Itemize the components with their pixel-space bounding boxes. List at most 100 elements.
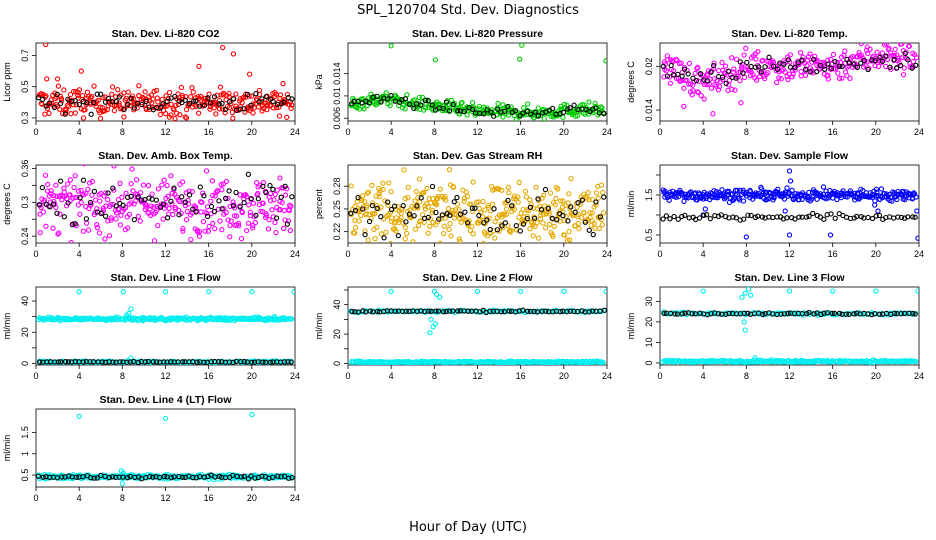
- data-point: [913, 194, 919, 200]
- data-point: [666, 197, 672, 203]
- data-point: [196, 228, 203, 235]
- y-tick-label: 0.28: [332, 177, 342, 195]
- data-point: [94, 475, 100, 481]
- data-point: [85, 227, 92, 233]
- data-point: [589, 210, 595, 216]
- data-point: [285, 218, 292, 224]
- y-tick-label: 10: [644, 337, 654, 347]
- data-point: [877, 54, 883, 60]
- data-point: [436, 216, 442, 222]
- data-point: [143, 202, 149, 208]
- data-point: [288, 105, 294, 111]
- data-point: [891, 57, 897, 63]
- y-tick-label: 0.5: [20, 80, 30, 93]
- data-point: [560, 213, 566, 219]
- data-point: [531, 308, 537, 315]
- data-point: [538, 207, 545, 213]
- data-point: [189, 189, 195, 195]
- data-point: [208, 203, 215, 210]
- data-point: [196, 233, 203, 240]
- data-point: [273, 215, 280, 221]
- data-point: [272, 191, 278, 198]
- data-point: [179, 179, 186, 185]
- x-tick-label: 16: [516, 249, 526, 259]
- data-point: [446, 108, 453, 114]
- data-point: [253, 212, 259, 219]
- data-point: [349, 308, 355, 314]
- outlier-point: [741, 319, 747, 325]
- data-point: [246, 202, 252, 208]
- data-point: [427, 223, 433, 230]
- data-point: [76, 101, 82, 108]
- outlier-point: [432, 321, 439, 327]
- data-point: [678, 60, 684, 66]
- data-point: [741, 216, 747, 222]
- data-point: [59, 193, 66, 199]
- data-point: [164, 215, 171, 221]
- y-tick-label: 0.25: [332, 200, 342, 218]
- data-point: [42, 172, 49, 179]
- data-point: [380, 180, 386, 186]
- data-point: [758, 186, 765, 192]
- data-point: [39, 101, 45, 107]
- data-point: [707, 216, 713, 222]
- data-point: [865, 214, 871, 221]
- data-point: [664, 73, 671, 79]
- data-point: [533, 184, 539, 190]
- data-point: [105, 95, 112, 102]
- data-point: [92, 197, 99, 203]
- data-point: [851, 61, 857, 67]
- data-point: [599, 105, 605, 111]
- data-point: [586, 197, 592, 203]
- data-point: [85, 186, 91, 192]
- data-point: [88, 93, 95, 100]
- data-point: [128, 193, 134, 199]
- data-point: [83, 216, 90, 222]
- data-point: [374, 93, 380, 100]
- data-point: [508, 203, 515, 209]
- data-point: [873, 186, 880, 192]
- data-point: [36, 202, 42, 208]
- data-point: [388, 240, 394, 243]
- data-point: [179, 474, 186, 480]
- data-point: [163, 110, 169, 117]
- data-point: [383, 229, 389, 235]
- data-point: [477, 217, 483, 223]
- data-point: [55, 359, 61, 365]
- data-point: [565, 200, 571, 206]
- data-point: [477, 103, 483, 110]
- data-point: [106, 475, 112, 481]
- data-point: [61, 87, 67, 93]
- x-tick-label: 16: [204, 249, 214, 259]
- data-point: [125, 89, 131, 95]
- data-point: [872, 57, 878, 64]
- data-point: [711, 60, 717, 66]
- data-point: [575, 200, 581, 206]
- data-point: [446, 226, 452, 233]
- data-point: [792, 216, 798, 222]
- outlier-point: [915, 235, 919, 241]
- data-point: [499, 223, 505, 229]
- data-point: [284, 91, 290, 98]
- data-point: [867, 46, 873, 52]
- data-point: [272, 219, 278, 226]
- data-point: [130, 188, 136, 194]
- data-point: [725, 68, 732, 74]
- data-point: [369, 202, 376, 209]
- data-point: [490, 359, 496, 365]
- data-point: [598, 216, 604, 223]
- data-point: [348, 183, 354, 189]
- y-axis-label: ml/min: [2, 435, 12, 462]
- data-point: [274, 187, 280, 193]
- panel-title: Stan. Dev. Li-820 CO2: [112, 28, 220, 40]
- data-point: [98, 210, 104, 217]
- data-point: [255, 190, 261, 197]
- y-tick-label: 0: [332, 361, 342, 366]
- data-point: [773, 79, 780, 86]
- x-tick-label: 20: [247, 127, 257, 137]
- data-point: [226, 90, 232, 97]
- data-point: [422, 97, 428, 104]
- data-point: [888, 52, 895, 59]
- data-point: [78, 187, 84, 194]
- data-point: [91, 475, 97, 481]
